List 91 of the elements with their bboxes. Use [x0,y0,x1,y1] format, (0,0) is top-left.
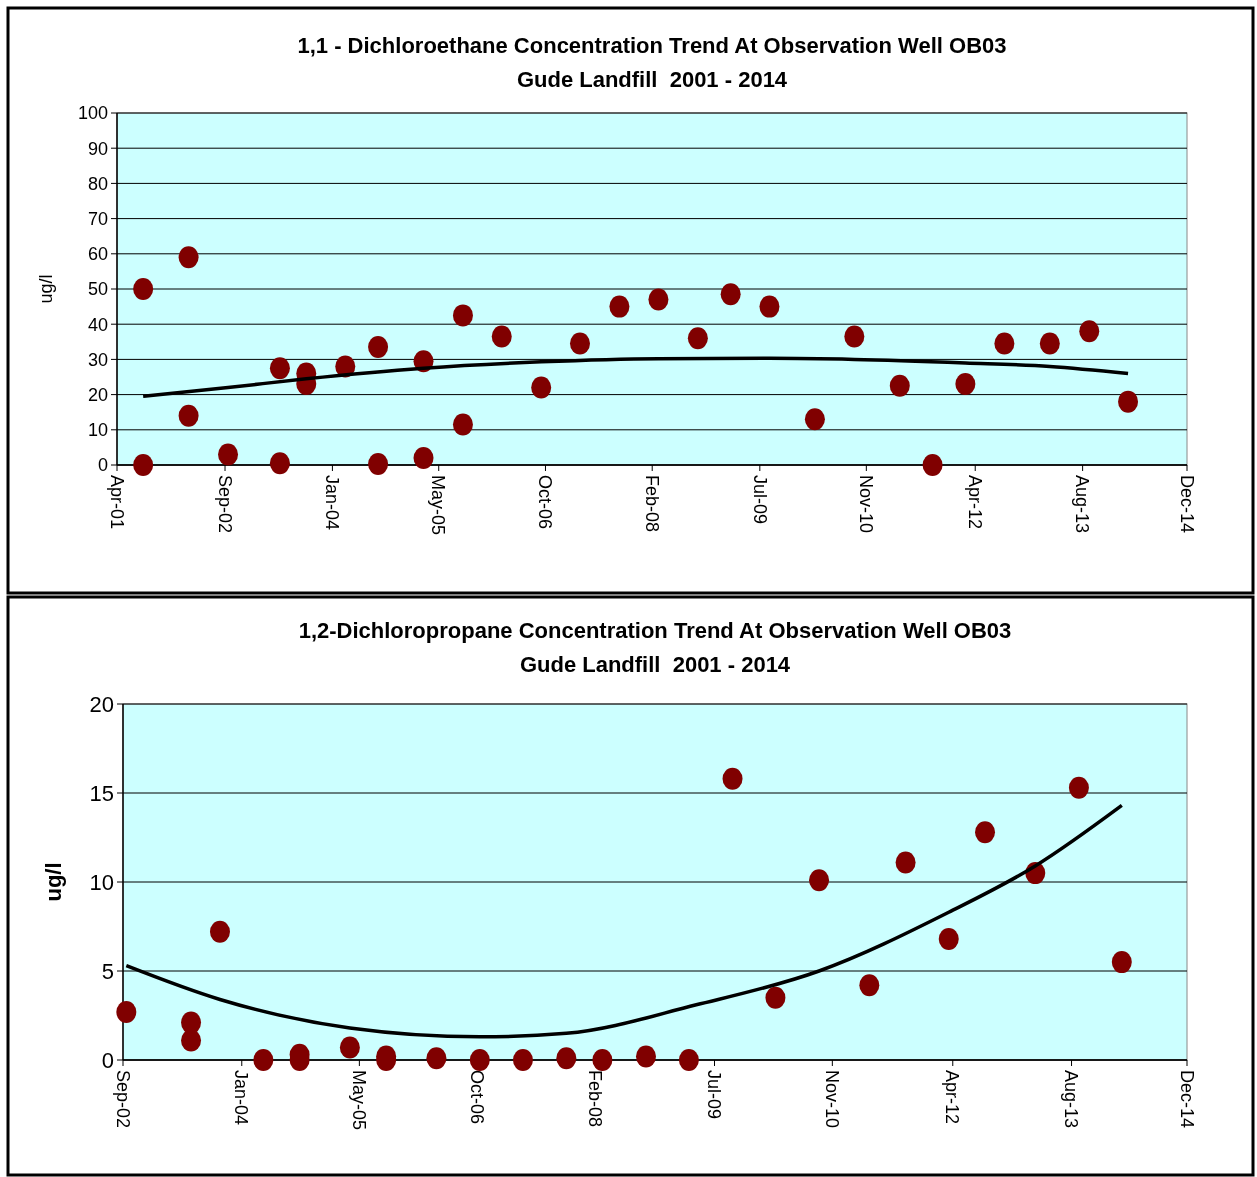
point [531,376,552,399]
point [1068,776,1089,799]
y-tick-label: 20 [87,384,108,405]
point [678,1049,699,1071]
point [922,454,943,476]
x-tick-label: Jan-04 [322,475,343,531]
point [452,304,473,327]
point [569,332,590,355]
x-tick-label: May-05 [428,475,449,536]
point [269,452,290,475]
point [368,336,389,359]
point [339,1036,360,1059]
x-tick-label: May-05 [349,1070,370,1131]
point [413,446,434,469]
x-tick-label: Feb-08 [641,475,662,533]
x-tick-label: Jul-09 [749,475,770,525]
y-tick-label: 0 [101,1047,114,1073]
point [1111,951,1132,974]
point [955,373,976,396]
y-tick-label: 50 [87,279,108,300]
point [1079,320,1100,343]
y-axis-title: ug/l [36,274,56,304]
point [895,851,916,874]
x-tick-label: Nov-10 [856,475,877,534]
point [1039,332,1060,355]
point [609,295,630,318]
y-tick-label: 15 [89,780,114,806]
x-tick-label: Oct-06 [535,475,556,530]
point [426,1047,447,1070]
point [368,452,389,475]
point [859,974,880,997]
point [178,404,199,427]
y-axis-title: ug/l [41,862,66,902]
point [491,325,512,348]
y-tick-label: 10 [87,420,108,441]
point [133,278,154,300]
y-tick-label: 40 [87,314,108,335]
y-tick-label: 30 [87,349,108,370]
x-tick-label: Dec-14 [1176,1070,1197,1129]
point [635,1045,656,1068]
point [804,408,825,431]
point [181,1029,202,1052]
point [512,1049,533,1071]
x-tick-label: Jul-09 [704,1070,725,1120]
x-tick-label: Feb-08 [585,1070,606,1128]
chart-title: 1,1 - Dichloroethane Concentration Trend At Observation Well OB03 Gude Landfill 2001 - 2014 [297,33,1007,92]
point [720,283,741,306]
x-tick-label: Jan-04 [231,1070,252,1126]
point [209,920,230,943]
y-tick-label: 0 [97,455,108,476]
x-tick-label: Sep-02 [112,1070,133,1129]
x-tick-label: Aug-13 [1061,1070,1082,1129]
y-tick-label: 80 [87,173,108,194]
x-tick-label: Aug-13 [1072,475,1093,534]
point [722,767,743,790]
point [889,374,910,397]
x-tick-label: Sep-02 [214,475,235,534]
point [269,357,290,380]
y-tick-label: 5 [101,958,114,984]
chart-title: 1,2-Dichloropropane Concentration Trend At Observation Well OB03 Gude Landfill 2001 - 2014 [298,618,1012,677]
point [218,443,239,466]
x-tick-label: Dec-14 [1176,475,1197,534]
y-tick-label: 90 [87,138,108,159]
point [938,927,959,950]
y-tick-label: 70 [87,208,108,229]
y-tick-label: 10 [89,869,114,895]
point [759,295,780,318]
x-tick-label: Apr-12 [942,1070,963,1125]
point [116,1000,137,1023]
x-tick-label: Apr-01 [106,475,127,530]
y-tick-label: 20 [89,691,114,717]
point [687,327,708,350]
point [975,821,996,844]
point [469,1049,490,1071]
point [844,325,865,348]
x-tick-label: Nov-10 [822,1070,843,1129]
point [765,986,786,1009]
point [592,1049,613,1071]
point [178,246,199,269]
y-tick-label: 100 [77,103,108,124]
point [648,288,669,311]
point [809,869,830,892]
point [994,332,1015,355]
x-tick-label: Apr-12 [964,475,985,530]
y-tick-label: 60 [87,244,108,265]
point [452,413,473,436]
point [253,1049,274,1071]
point [133,454,154,476]
x-tick-label: Oct-06 [467,1070,488,1125]
point [556,1047,577,1070]
point [1118,390,1139,413]
